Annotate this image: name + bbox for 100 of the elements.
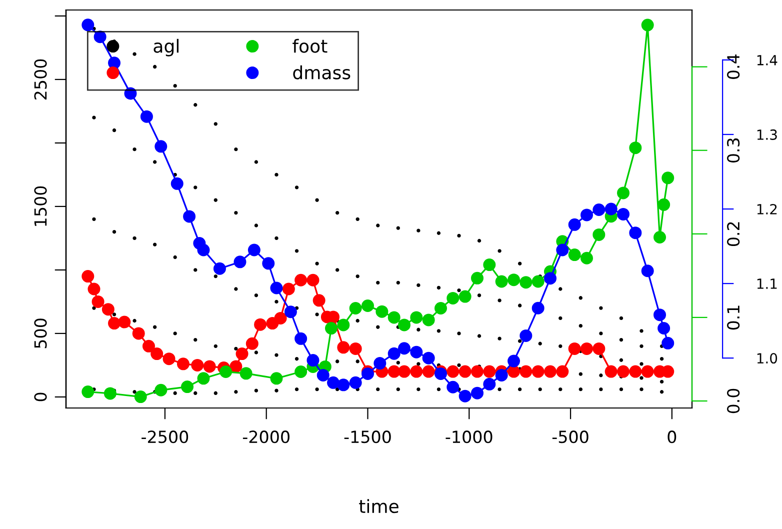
point [82,270,94,283]
point [337,378,350,392]
point [349,302,362,314]
point [92,295,104,308]
point [471,365,484,378]
point [495,368,508,382]
point [422,314,435,326]
y-tick-label: 500 [34,318,47,348]
point [102,303,114,316]
point [191,358,204,372]
point [483,258,496,272]
point [629,365,642,378]
point [568,342,581,355]
point [294,365,308,378]
y-tick-label: 2500 [34,59,47,100]
point [374,357,386,370]
point [312,294,326,307]
point [556,365,569,378]
point [294,274,308,286]
point [580,252,594,264]
point [544,365,557,378]
x-tick-label: 0 [668,430,676,444]
legend-label: dmass [293,65,350,80]
point [162,352,176,366]
point [376,305,388,318]
point [568,248,581,262]
point [197,372,210,385]
y3-tick-label: 1.2 [757,204,777,214]
point [458,390,472,402]
point [641,264,654,278]
y3-tick-label: 1.1 [757,278,777,289]
point [446,365,460,378]
point [617,208,630,220]
point [132,327,145,340]
y-tick-label: 1500 [34,186,47,226]
x-tick-label: -500 [552,430,588,444]
point [495,275,508,288]
point [388,347,400,360]
point [508,354,520,368]
point [140,110,153,123]
point [203,360,216,373]
point [388,365,400,378]
point [108,56,121,70]
point [446,292,460,304]
point [592,342,606,355]
point [641,365,654,378]
point [422,365,435,378]
point [532,302,544,314]
point [629,226,642,240]
point [434,302,447,314]
point [398,342,410,355]
point [88,282,100,296]
point [118,316,131,328]
point [604,202,618,216]
point [520,365,532,378]
point [349,342,362,355]
point [398,318,410,332]
x-tick-label: -2500 [142,430,188,444]
point [230,360,242,373]
legend-label: agl [154,38,179,56]
point [254,318,267,331]
y3-tick-label: 1.3 [757,129,777,140]
point [306,354,320,367]
point [604,365,618,378]
point [294,332,308,345]
y2-tick-label: 0.2 [727,222,740,246]
point [213,262,226,275]
point [82,386,94,398]
x-tick-label: -1500 [344,430,391,444]
point [236,348,248,360]
point [262,257,275,270]
point [654,308,666,322]
point [410,346,423,358]
point [532,275,544,288]
point [240,367,252,380]
point [154,140,168,153]
y-tick-label: 0 [34,392,47,402]
point [388,311,400,324]
point [458,365,472,378]
y2-tick-label: 0.1 [727,306,740,330]
point [641,18,654,32]
point [150,348,164,360]
point [592,203,606,216]
point [592,228,606,241]
point [617,365,630,378]
point [142,340,155,352]
point [629,142,642,154]
point [270,282,283,294]
point [410,311,423,324]
point [337,318,350,332]
point [508,274,520,286]
point [568,218,581,231]
point [520,276,532,289]
point [556,244,569,256]
point [544,272,557,285]
point [422,352,435,364]
point [274,312,287,324]
point [270,372,283,385]
y2-tick-label: 0.3 [727,138,740,163]
point [183,210,196,223]
